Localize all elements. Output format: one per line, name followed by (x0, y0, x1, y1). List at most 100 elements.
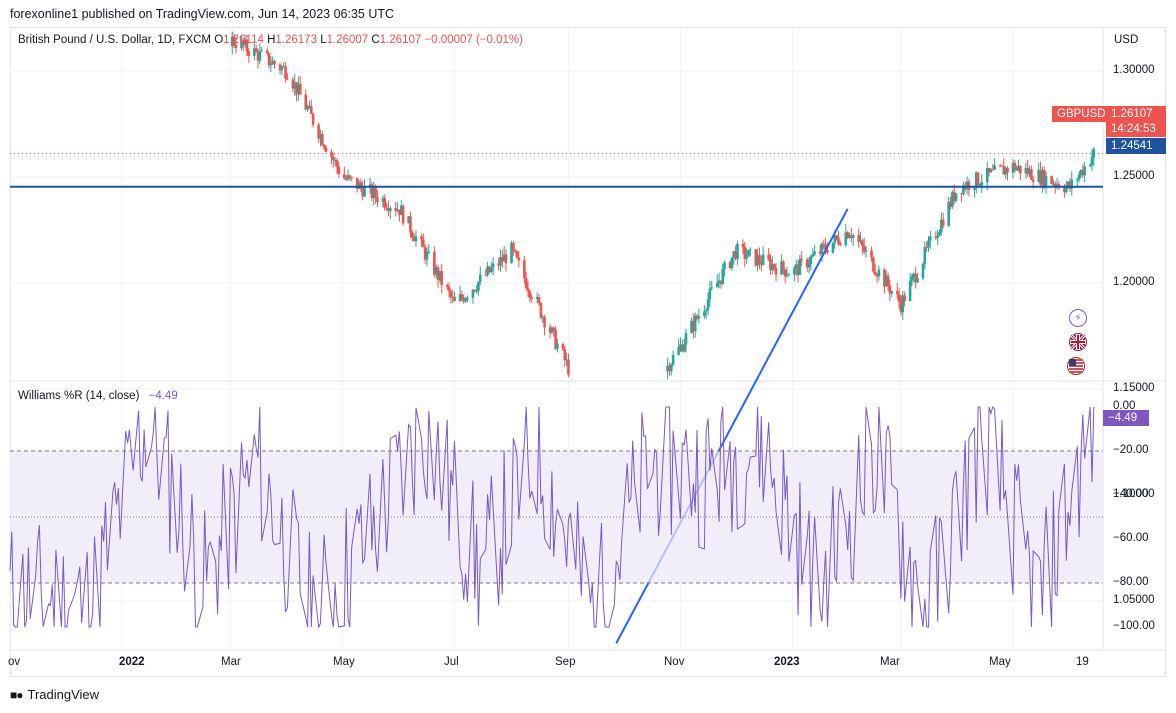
candle-body (512, 242, 515, 251)
candle-body (732, 251, 736, 258)
candle-body (383, 198, 387, 208)
candle-body (679, 344, 682, 347)
indicator-legend[interactable]: Williams %R (14, close) −4.49 (18, 390, 178, 402)
candle-body (284, 66, 287, 79)
candle (550, 325, 554, 334)
candle (846, 231, 849, 240)
candle-body (539, 303, 543, 318)
candle (1050, 175, 1053, 185)
candle (271, 56, 274, 65)
candle (363, 179, 366, 198)
symbol-label[interactable]: British Pound / U.S. Dollar, 1D, FXCM (18, 34, 212, 46)
candle (837, 230, 840, 246)
candle-body (771, 264, 774, 271)
candle-body (833, 235, 837, 243)
candle-body (385, 207, 388, 209)
candle-body (706, 299, 710, 311)
candle-body (524, 278, 528, 289)
candle (704, 308, 708, 319)
candle-body (372, 187, 376, 199)
candle (987, 167, 991, 177)
candle (690, 317, 693, 334)
candle-body (502, 254, 506, 262)
candle (359, 178, 363, 192)
candle (355, 177, 359, 193)
indicator-label: Williams %R (14, close) (18, 390, 140, 402)
candle-body (1041, 170, 1044, 185)
candle (782, 260, 785, 275)
candle (844, 224, 848, 248)
candle (449, 288, 453, 304)
price-tick-label: 1.25000 (1113, 170, 1155, 182)
candle (908, 272, 912, 302)
indicator-value: −4.49 (148, 390, 178, 402)
candle (835, 234, 838, 241)
candle (1044, 171, 1048, 194)
us-flag-icon[interactable] (1067, 357, 1085, 375)
candle-body (1017, 165, 1020, 168)
candle (348, 174, 352, 182)
candle (317, 122, 320, 143)
candle-body (333, 159, 337, 161)
candle-body (504, 254, 508, 264)
candle-body (736, 243, 739, 259)
candle (434, 264, 438, 279)
candle (741, 239, 745, 255)
candle (256, 48, 260, 69)
candle (1030, 165, 1033, 180)
candle-body (793, 268, 796, 275)
time-tick-label: 2022 (119, 656, 145, 668)
candle-body (980, 182, 984, 186)
candle (1039, 161, 1042, 188)
candle (464, 296, 467, 303)
open-label: O (214, 34, 224, 46)
candle (771, 256, 774, 275)
candle-body (884, 275, 888, 287)
candle-body (466, 297, 469, 299)
candle-body (1044, 176, 1048, 187)
candle (692, 313, 695, 339)
candle (671, 350, 675, 367)
candle-body (749, 249, 752, 251)
candle-body (824, 244, 827, 251)
candle-body (851, 235, 855, 238)
candle (280, 64, 284, 76)
candle (253, 43, 256, 61)
candle (921, 262, 925, 281)
low-value: 1.26007 (326, 34, 369, 46)
candle (241, 39, 245, 51)
indicator-tick-label: −100.00 (1113, 620, 1155, 632)
uk-flag-icon[interactable] (1069, 333, 1087, 351)
candle-body (460, 294, 464, 298)
time-tick-label: Sep (555, 656, 576, 668)
candle-body (910, 276, 914, 281)
lightning-icon[interactable]: ⚡ (1069, 309, 1087, 327)
candle-body (767, 254, 770, 260)
candle-body (794, 264, 798, 269)
candle-body (319, 134, 322, 139)
candle (1042, 166, 1046, 190)
change-value: −0.00007 (−0.01%) (424, 34, 523, 46)
candle (567, 353, 570, 377)
candle-body (962, 185, 965, 195)
candle (809, 254, 813, 271)
tradingview-logo[interactable]: ■● TradingView (10, 687, 99, 702)
candle (420, 233, 423, 247)
candle-body (1050, 176, 1053, 185)
candle-body (387, 208, 390, 212)
candle (679, 337, 682, 352)
candle (409, 211, 412, 238)
candle-body (357, 182, 361, 189)
candle (1083, 161, 1086, 183)
candle-body (1092, 148, 1096, 158)
candle (1090, 149, 1094, 171)
candle (427, 244, 431, 255)
candle (477, 281, 480, 296)
candle (780, 254, 783, 276)
candle-body (396, 209, 399, 212)
candle-body (747, 250, 750, 257)
candle-body (1042, 170, 1046, 187)
price-tick-label: 1.20000 (1113, 276, 1155, 288)
candle (883, 268, 886, 294)
